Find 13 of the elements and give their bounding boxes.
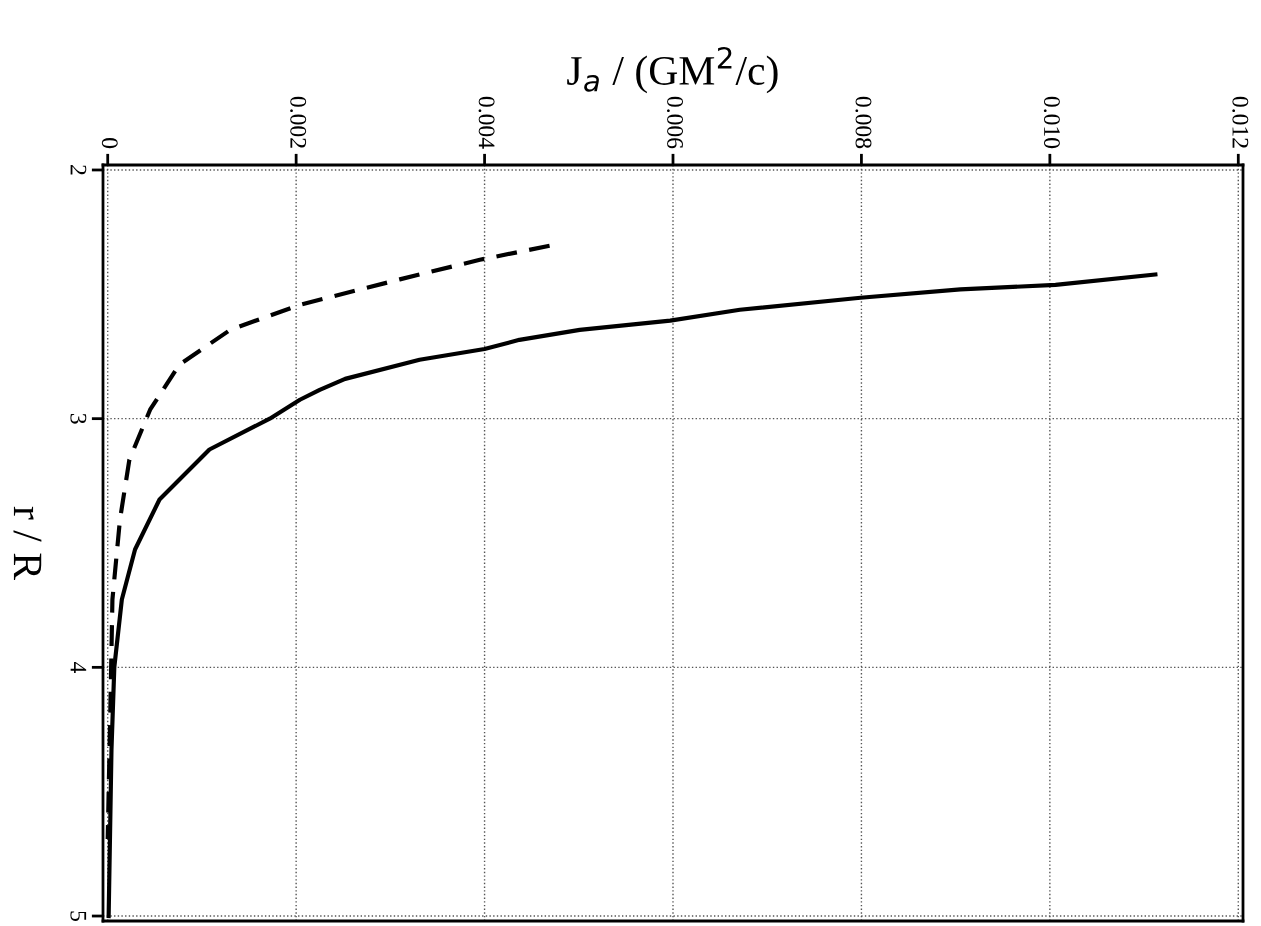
x-tick-label: 0.012 [1232,96,1249,148]
y-tick-label: 3 [70,413,87,424]
x-tick-label: 0.004 [478,96,495,149]
y-tick-label: 2 [70,165,87,175]
x-tick-label: 0.010 [1043,96,1060,149]
y-tick-label: 4 [70,661,87,673]
x-tick-label: 0.008 [855,96,872,149]
x-axis-title: J$_{a}$ / (GM$^{2}$/c) [567,46,778,94]
y-tick-label: 5 [70,911,87,922]
y-axis-title: r / R [13,506,42,580]
x-tick-label: 0.006 [666,96,684,149]
x-tick-label: 0.002 [290,96,307,148]
x-tick-label: 0 [101,138,118,149]
